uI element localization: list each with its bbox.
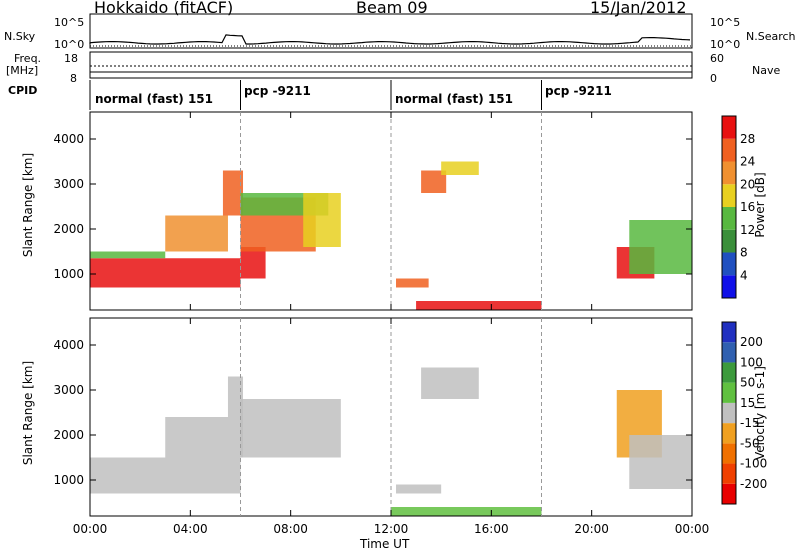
scatter-region: [303, 193, 341, 247]
colorbar-tick-label: 12: [740, 223, 755, 237]
colorbar-tick-label: 4: [740, 268, 748, 282]
y-tick-label: 2000: [53, 428, 84, 442]
scatter-region: [421, 367, 479, 399]
nsky-tick-low: 10^0: [54, 38, 85, 51]
scatter-region: [240, 399, 341, 458]
colorbar-swatch: [722, 252, 736, 276]
scatter-region: [416, 301, 542, 310]
scatter-region: [441, 161, 479, 175]
colorbar-swatch: [722, 382, 736, 403]
colorbar-swatch: [722, 443, 736, 464]
scatter-region: [222, 170, 244, 216]
colorbar-frame: [721, 321, 737, 505]
colorbar-tick-label: -50: [740, 436, 760, 450]
y-tick-label: 3000: [53, 383, 84, 397]
x-tick-label: 08:00: [273, 522, 308, 536]
x-axis-title: Time UT: [360, 537, 410, 551]
colorbar-tick-label: -200: [740, 477, 767, 491]
colorbar-tick-label: 16: [740, 200, 755, 214]
colorbar-swatch: [722, 161, 736, 185]
colorbar-swatch: [722, 229, 736, 253]
scatter-region: [90, 258, 241, 288]
scatter-region: [396, 484, 442, 494]
nsky-trace: [89, 34, 691, 45]
nave-tick-low: 0: [710, 72, 717, 85]
y-tick-label: 1000: [53, 473, 84, 487]
colorbar-tick-label: 15: [740, 396, 755, 410]
nsky-panel-frame: [89, 13, 693, 49]
y-tick-label: 3000: [53, 177, 84, 191]
colorbar-swatch: [722, 116, 736, 139]
nave-label: Nave: [752, 64, 781, 77]
colorbar-swatch: [722, 423, 736, 444]
y-tick-label: 4000: [53, 132, 84, 146]
freq-label: Freq.: [14, 52, 42, 65]
cpid-segment-label: normal (fast) 151: [395, 92, 513, 106]
x-tick-label: 16:00: [474, 522, 509, 536]
nsky-label: N.Sky: [4, 30, 36, 43]
colorbar-swatch: [722, 463, 736, 484]
colorbar-swatch: [722, 322, 736, 343]
scatter-region: [90, 251, 166, 259]
colorbar-tick-label: 50: [740, 376, 755, 390]
nsearch-label: N.Search: [746, 30, 796, 43]
x-tick-label: 00:00: [73, 522, 108, 536]
colorbar-tick-label: 8: [740, 246, 748, 260]
scatter-region: [391, 507, 542, 516]
colorbar-tick-label: 200: [740, 335, 763, 349]
colorbar-swatch: [722, 483, 736, 504]
colorbar-swatch: [722, 138, 736, 162]
freq-panel-frame: [89, 51, 693, 79]
x-tick-label: 04:00: [173, 522, 208, 536]
colorbar-tick-label: 28: [740, 132, 755, 146]
scatter-region: [629, 435, 692, 489]
scatter-region: [165, 417, 244, 458]
colorbar-frame: [721, 115, 737, 299]
scatter-region: [90, 457, 241, 494]
colorbar-tick-label: -15: [740, 416, 760, 430]
nsearch-tick-low: 10^0: [710, 38, 741, 51]
colorbar-tick-label: 100: [740, 355, 763, 369]
scatter-region: [629, 220, 692, 274]
colorbar-swatch: [722, 275, 736, 298]
freq-unit: [MHz]: [6, 64, 39, 77]
y-tick-label: 2000: [53, 222, 84, 236]
nsearch-tick-high: 10^5: [710, 16, 741, 29]
scatter-region: [421, 170, 447, 193]
colorbar-swatch: [722, 402, 736, 424]
cpid-label: CPID: [8, 84, 38, 97]
freq-tick-low: 8: [70, 72, 77, 85]
nave-tick-high: 60: [710, 52, 724, 65]
colorbar-tick-label: -100: [740, 457, 767, 471]
y-tick-label: 1000: [53, 267, 84, 281]
colorbar-swatch: [722, 342, 736, 363]
x-tick-label: 12:00: [374, 522, 409, 536]
scatter-region: [396, 278, 429, 288]
beam-title: Beam 09: [356, 0, 428, 17]
date-title: 15/Jan/2012: [590, 0, 687, 17]
nsky-tick-high: 10^5: [54, 16, 85, 29]
y-tick-label: 4000: [53, 338, 84, 352]
scatter-region: [227, 376, 244, 417]
colorbar-tick-label: 20: [740, 177, 755, 191]
colorbar-swatch: [722, 207, 736, 230]
colorbar-tick-label: 24: [740, 155, 755, 169]
scatter-region: [240, 247, 266, 279]
cpid-segment-label: normal (fast) 151: [95, 92, 213, 106]
station-title: Hokkaido (fitACF): [94, 0, 234, 17]
colorbar-swatch: [722, 362, 736, 383]
cpid-segment-label: pcp -9211: [545, 84, 612, 98]
freq-tick-high: 18: [64, 52, 78, 65]
colorbar-swatch: [722, 184, 736, 207]
x-tick-label: 00:00: [675, 522, 710, 536]
scatter-region: [165, 215, 228, 252]
x-tick-label: 20:00: [574, 522, 609, 536]
cpid-segment-label: pcp -9211: [244, 84, 311, 98]
